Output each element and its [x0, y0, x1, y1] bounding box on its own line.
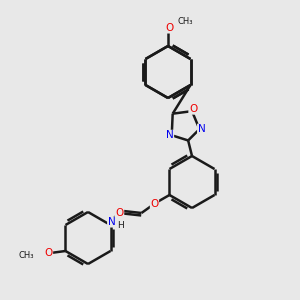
Text: O: O — [166, 23, 174, 33]
Text: O: O — [189, 104, 197, 114]
Text: CH₃: CH₃ — [19, 251, 34, 260]
Text: O: O — [150, 199, 159, 209]
Text: H: H — [118, 220, 124, 230]
Text: N: N — [198, 124, 205, 134]
Text: O: O — [116, 208, 124, 218]
Text: CH₃: CH₃ — [178, 16, 194, 26]
Text: O: O — [44, 248, 52, 258]
Text: N: N — [108, 217, 116, 227]
Text: N: N — [166, 130, 174, 140]
